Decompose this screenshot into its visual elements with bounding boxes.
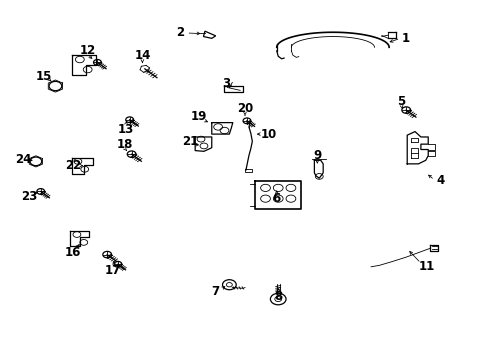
Text: 20: 20 [237,103,253,116]
Text: 16: 16 [65,246,81,259]
Text: 21: 21 [182,135,198,148]
Text: 8: 8 [274,290,282,303]
Text: 22: 22 [65,159,81,172]
Text: 9: 9 [313,149,321,162]
Text: 18: 18 [117,138,133,151]
Text: 3: 3 [222,77,230,90]
Text: 4: 4 [436,174,444,186]
Text: 24: 24 [15,153,31,166]
Text: 13: 13 [118,122,134,136]
Text: 2: 2 [176,27,185,40]
Text: 19: 19 [191,110,207,123]
Text: 7: 7 [212,285,220,298]
Text: 10: 10 [260,127,276,141]
Text: 12: 12 [79,44,96,57]
Text: 6: 6 [272,192,281,205]
Text: 5: 5 [397,95,406,108]
Text: 14: 14 [134,49,150,62]
Text: 17: 17 [105,264,121,277]
Text: 11: 11 [418,260,435,273]
Text: 15: 15 [35,69,52,82]
Text: 23: 23 [21,190,37,203]
Text: 1: 1 [402,32,410,45]
